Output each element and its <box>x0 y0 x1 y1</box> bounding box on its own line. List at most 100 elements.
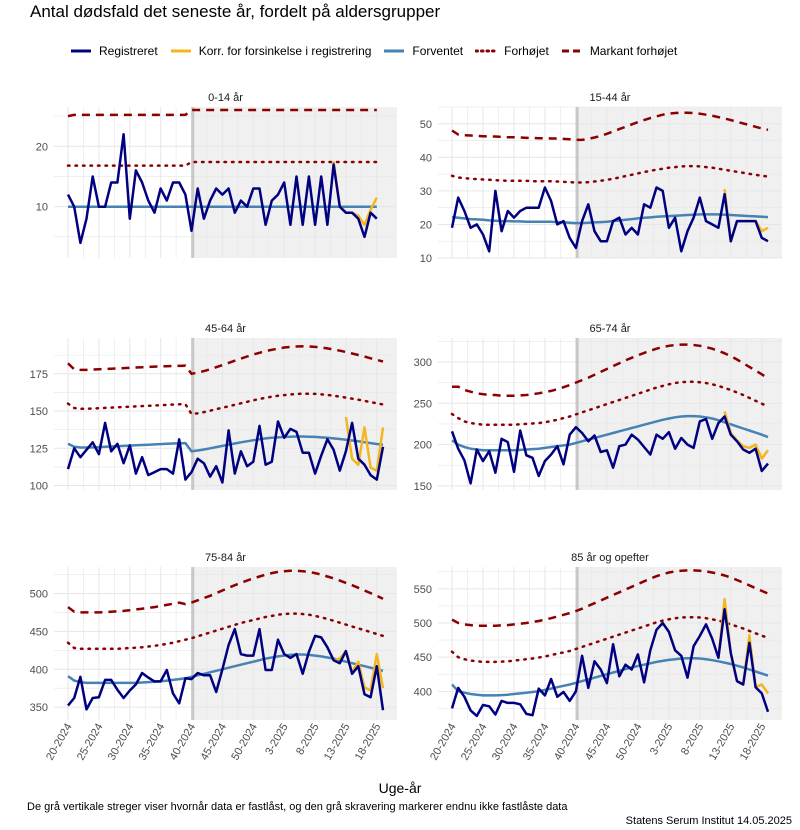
x-tick-label: 50-2024 <box>614 722 645 763</box>
x-axis-label: Uge-år <box>378 780 422 796</box>
legend-label: Forhøjet <box>504 44 549 58</box>
unlocked-shade <box>577 338 782 490</box>
series-korr <box>333 649 385 692</box>
series-forhojet <box>450 380 770 426</box>
series-forventet <box>451 656 769 697</box>
panel-5: 400 450 500 550 85 år og opefter 20-2024 25-20… <box>414 552 782 762</box>
legend-item-3: Forhøjet <box>475 44 549 58</box>
x-tick-label: 40-2024 <box>552 722 583 763</box>
series-forhojet <box>66 392 385 416</box>
panel-1: 10 20 30 40 50 15-44 år <box>420 92 782 265</box>
series-markant-forhojet <box>67 108 377 118</box>
panel-title: 0-14 år <box>208 92 243 104</box>
y-tick-label: 30 <box>420 186 432 198</box>
series-registreret <box>66 132 378 245</box>
legend: Registreret Korr. for forsinkelse i regis… <box>70 43 689 59</box>
x-tick-label: 45-2024 <box>198 722 229 763</box>
panel-0: 10 20 0-14 år <box>36 92 397 258</box>
y-tick-label: 450 <box>414 652 432 664</box>
series-forventet <box>67 435 384 453</box>
y-tick-label: 500 <box>30 589 48 601</box>
legend-label: Registreret <box>99 44 158 58</box>
y-tick-label: 50 <box>420 119 432 131</box>
y-tick-label: 125 <box>30 443 48 455</box>
x-tick-label: 18-2025 <box>353 722 384 763</box>
unlocked-shade <box>192 567 397 720</box>
caption: De grå vertikale streger viser hvornår d… <box>27 801 568 813</box>
legend-swatch <box>561 49 582 53</box>
source-note: Statens Serum Institut 14.05.2025 <box>625 815 792 827</box>
series-markant-forhojet <box>451 111 769 142</box>
series-forhojet <box>450 164 770 184</box>
x-tick-label: 3-2025 <box>263 722 291 758</box>
x-tick-label: 50-2024 <box>229 722 260 763</box>
panel-3: 150 200 250 300 65-74 år <box>414 323 782 493</box>
legend-swatch <box>384 49 405 53</box>
panel-2: 100 125 150 175 45-64 år <box>30 323 397 493</box>
panel-title: 45-64 år <box>205 323 246 335</box>
series-forhojet <box>450 615 770 664</box>
legend-label: Markant forhøjet <box>589 44 678 58</box>
y-tick-label: 250 <box>414 398 432 410</box>
chart-title: Antal dødsfald det seneste år, fordelt p… <box>30 2 441 21</box>
y-tick-label: 450 <box>30 626 48 638</box>
panel-title: 15-44 år <box>590 92 631 104</box>
x-tick-label: 8-2025 <box>679 722 707 758</box>
legend-item-4: Markant forhøjet <box>561 44 677 58</box>
y-tick-label: 300 <box>414 357 432 369</box>
panel-title: 65-74 år <box>590 323 631 335</box>
x-tick-label: 25-2024 <box>75 722 106 763</box>
y-tick-label: 100 <box>30 481 48 493</box>
series-registreret <box>450 415 769 485</box>
x-tick-label: 45-2024 <box>583 722 614 763</box>
y-tick-label: 10 <box>420 253 432 265</box>
panel-title: 85 år og opefter <box>571 552 649 564</box>
y-tick-label: 400 <box>414 686 432 698</box>
series-markant-forhojet <box>67 345 384 376</box>
series-registreret <box>66 420 385 484</box>
y-tick-label: 400 <box>30 664 48 676</box>
y-tick-label: 20 <box>420 219 432 231</box>
series-markant-forhojet <box>67 569 384 614</box>
legend-label: Forventet <box>412 44 464 58</box>
y-tick-label: 175 <box>30 369 48 381</box>
legend-label: Korr. for forsinkelse i registrering <box>198 44 372 58</box>
y-tick-label: 20 <box>36 141 48 153</box>
x-tick-label: 35-2024 <box>137 722 168 763</box>
y-tick-label: 550 <box>414 584 432 596</box>
y-tick-label: 150 <box>414 481 432 493</box>
legend-item-2: Forventet <box>383 44 463 58</box>
panel-title: 75-84 år <box>205 552 246 564</box>
x-tick-label: 40-2024 <box>168 722 199 763</box>
x-tick-label: 3-2025 <box>648 722 676 758</box>
x-tick-label: 30-2024 <box>490 722 521 763</box>
x-tick-label: 13-2025 <box>322 722 353 763</box>
series-forventet <box>67 653 384 685</box>
x-tick-label: 20-2024 <box>44 722 75 763</box>
legend-swatch <box>170 49 191 53</box>
series-korr <box>344 416 385 472</box>
x-tick-label: 20-2024 <box>428 722 459 763</box>
x-tick-label: 35-2024 <box>521 722 552 763</box>
series-forventet <box>451 414 769 452</box>
series-forhojet <box>66 612 385 651</box>
y-tick-label: 200 <box>414 440 432 452</box>
x-tick-label: 30-2024 <box>106 722 137 763</box>
x-tick-label: 18-2025 <box>738 722 769 763</box>
y-tick-label: 10 <box>36 202 48 214</box>
y-tick-label: 500 <box>414 618 432 630</box>
y-tick-label: 150 <box>30 406 48 418</box>
x-tick-label: 25-2024 <box>459 722 490 763</box>
y-tick-label: 40 <box>420 152 432 164</box>
panel-4: 350 400 450 500 75-84 år 20-2024 25-2024 30-202… <box>30 552 397 762</box>
y-tick-label: 350 <box>30 702 48 714</box>
series-registreret <box>67 627 385 711</box>
legend-swatch <box>71 49 91 53</box>
legend-swatch <box>475 49 498 53</box>
x-tick-label: 13-2025 <box>707 722 738 763</box>
x-tick-label: 8-2025 <box>294 722 322 758</box>
legend-item-0: Registreret <box>70 44 158 58</box>
series-registreret <box>450 608 770 718</box>
legend-item-1: Korr. for forsinkelse i registrering <box>170 44 372 58</box>
